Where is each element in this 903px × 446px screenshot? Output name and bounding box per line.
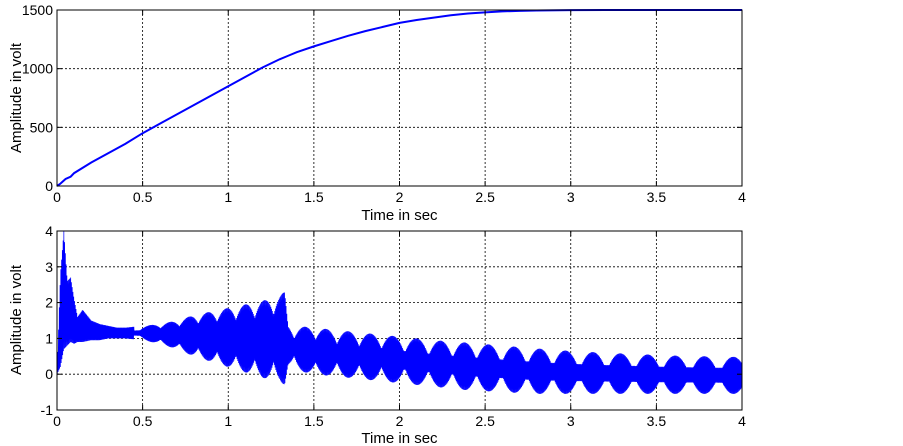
x-tick-label-bottom: 2 xyxy=(396,413,404,429)
x-tick-label-top: 2.5 xyxy=(475,189,495,205)
x-tick-label-bottom: 3 xyxy=(567,413,575,429)
x-tick-label-bottom: 4 xyxy=(738,413,746,429)
x-tick-label-top: 2 xyxy=(396,189,404,205)
x-tick-label-top: 3 xyxy=(567,189,575,205)
y-axis-label-bottom: Amplitude in volt xyxy=(8,264,25,375)
x-tick-label-bottom: 1.5 xyxy=(304,413,324,429)
y-tick-label-bottom: 4 xyxy=(45,223,53,239)
x-tick-label-top: 1 xyxy=(224,189,232,205)
y-tick-label-top: 1000 xyxy=(22,61,53,77)
y-axis-label-top: Amplitude in volt xyxy=(8,42,25,153)
x-axis-label-top: Time in sec xyxy=(361,207,438,224)
tick-marks-top xyxy=(56,9,743,187)
tick-marks-bottom xyxy=(56,230,743,411)
y-tick-label-top: 0 xyxy=(45,178,53,194)
y-tick-label-bottom: 3 xyxy=(45,259,53,275)
x-tick-label-bottom: 2.5 xyxy=(475,413,495,429)
series-line-bottom xyxy=(56,230,743,394)
x-tick-label-bottom: 0.5 xyxy=(133,413,153,429)
x-tick-label-top: 0.5 xyxy=(133,189,153,205)
x-tick-label-bottom: 0 xyxy=(53,413,61,429)
x-tick-labels-top: 0 0.5 1 1.5 2 2.5 3 3.5 4 xyxy=(53,189,746,205)
x-tick-label-top: 4 xyxy=(738,189,746,205)
y-tick-label-top: 500 xyxy=(30,119,54,135)
series-line-top xyxy=(56,9,742,187)
y-tick-labels-top: 0 500 1000 1500 xyxy=(22,2,53,194)
y-tick-label-bottom: -1 xyxy=(41,402,54,418)
x-tick-labels-bottom: 0 0.5 1 1.5 2 2.5 3 3.5 4 xyxy=(53,413,746,429)
x-tick-label-top: 3.5 xyxy=(647,189,667,205)
x-axis-label-bottom: Time in sec xyxy=(361,430,438,446)
x-tick-label-top: 0 xyxy=(53,189,61,205)
y-tick-label-bottom: 1 xyxy=(45,330,53,346)
x-tick-label-bottom: 1 xyxy=(224,413,232,429)
x-tick-label-bottom: 3.5 xyxy=(647,413,667,429)
y-tick-label-top: 1500 xyxy=(22,2,53,18)
x-tick-label-top: 1.5 xyxy=(304,189,324,205)
chart-top-amplitude: 0 0.5 1 1.5 2 2.5 3 3.5 4 0 500 1000 1500 Time in s… xyxy=(8,2,746,224)
y-tick-label-bottom: 2 xyxy=(45,295,53,311)
grid-top xyxy=(57,10,742,186)
y-tick-label-bottom: 0 xyxy=(45,366,53,382)
y-tick-labels-bottom: -1 0 1 2 3 4 xyxy=(41,223,54,418)
